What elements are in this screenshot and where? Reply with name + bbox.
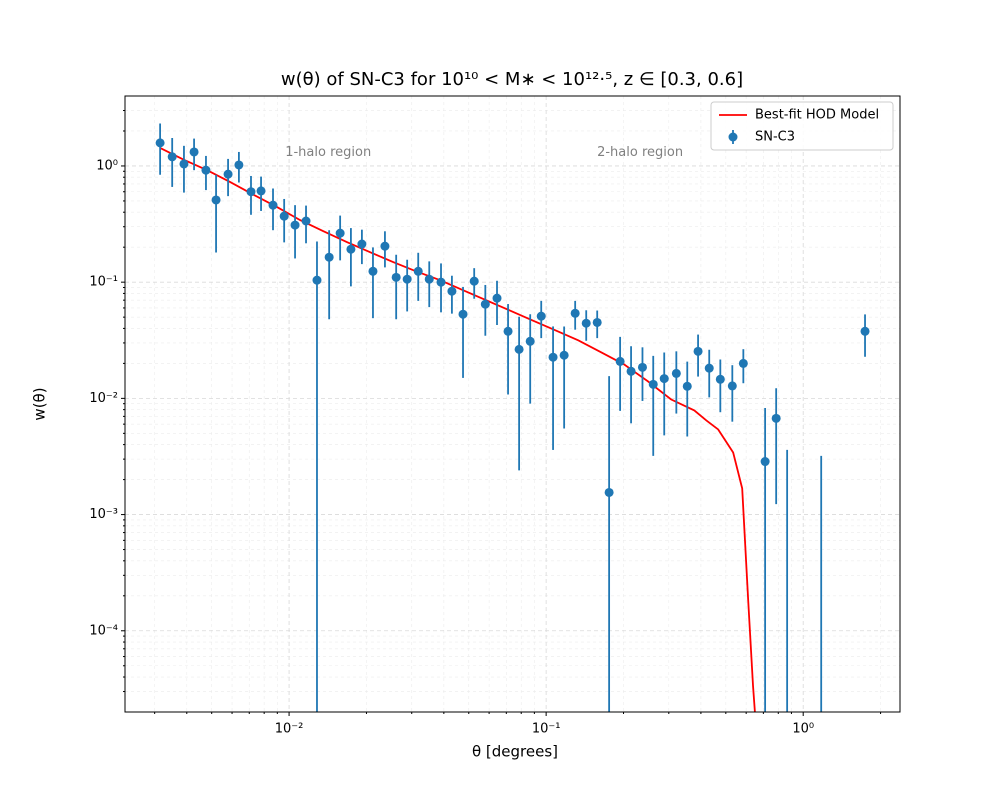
data-point (715, 374, 725, 384)
data-point (771, 413, 781, 423)
data-point (480, 299, 490, 309)
data-point (682, 381, 692, 391)
plot-area (155, 123, 870, 712)
chart-title: w(θ) of SN-C3 for 10¹⁰ < M∗ < 10¹²·⁵, z … (281, 69, 743, 90)
legend-swatch (728, 132, 738, 142)
data-point (402, 274, 412, 284)
y-tick-label: 10⁰ (96, 158, 118, 173)
data-point (637, 362, 647, 372)
data-point (155, 138, 165, 148)
data-point (727, 381, 737, 391)
y-tick-label: 10⁻³ (89, 507, 118, 522)
data-point (413, 266, 423, 276)
data-point (536, 311, 546, 321)
data-point (268, 200, 278, 210)
data-point (458, 309, 468, 319)
legend-label: Best-fit HOD Model (755, 108, 879, 123)
legend-label: SN-C3 (755, 130, 795, 145)
data-point (312, 275, 322, 285)
data-point (671, 368, 681, 378)
data-point (357, 239, 367, 249)
data-point (424, 274, 434, 284)
data-point (290, 220, 300, 230)
data-point (346, 244, 356, 254)
data-point (738, 358, 748, 368)
data-point (503, 326, 513, 336)
data-point (615, 356, 625, 366)
data-point (604, 487, 614, 497)
data-point (223, 169, 233, 179)
data-point (211, 195, 221, 205)
data-point (391, 272, 401, 282)
data-point (492, 293, 502, 303)
data-point (189, 147, 199, 157)
data-point (860, 326, 870, 336)
data-point (447, 286, 457, 296)
data-point (436, 277, 446, 287)
data-point (380, 241, 390, 251)
data-point (525, 336, 535, 346)
grid (125, 96, 900, 712)
data-point (693, 346, 703, 356)
data-point (256, 186, 266, 196)
data-point (659, 374, 669, 384)
data-point (704, 363, 714, 373)
data-point (559, 350, 569, 360)
y-axis-label: w(θ) (31, 387, 49, 420)
data-point (760, 457, 770, 467)
legend-box (710, 101, 894, 151)
annotation: 1-halo region (285, 145, 371, 160)
data-point (167, 152, 177, 162)
y-tick-label: 10⁻¹ (89, 275, 118, 290)
data-point (648, 379, 658, 389)
data-point (514, 344, 524, 354)
data-point (570, 308, 580, 318)
data-point (201, 165, 211, 175)
overlay: 10⁻² 10⁻¹ 10⁰ 10⁻⁴ 10⁻³ 10⁻² 10⁻¹ 10⁰ 1-halo reg… (89, 101, 894, 737)
y-tick-label: 10⁻⁴ (89, 623, 118, 638)
data-point (301, 216, 311, 226)
data-point (234, 160, 244, 170)
data-point (368, 266, 378, 276)
x-tick-label: 10⁻² (275, 722, 304, 737)
data-point (581, 318, 591, 328)
y-tick-label: 10⁻² (89, 391, 118, 406)
data-point (179, 159, 189, 169)
annotation: 2-halo region (597, 145, 683, 160)
data-point (592, 317, 602, 327)
data-point (626, 366, 636, 376)
x-axis-label: θ [degrees] (472, 743, 558, 761)
data-point (324, 252, 334, 262)
x-tick-label: 10⁻¹ (532, 722, 561, 737)
data-point (548, 352, 558, 362)
x-tick-label: 10⁰ (792, 722, 814, 737)
data-point (246, 187, 256, 197)
data-point (335, 228, 345, 238)
data-point (469, 276, 479, 286)
data-point (279, 211, 289, 221)
